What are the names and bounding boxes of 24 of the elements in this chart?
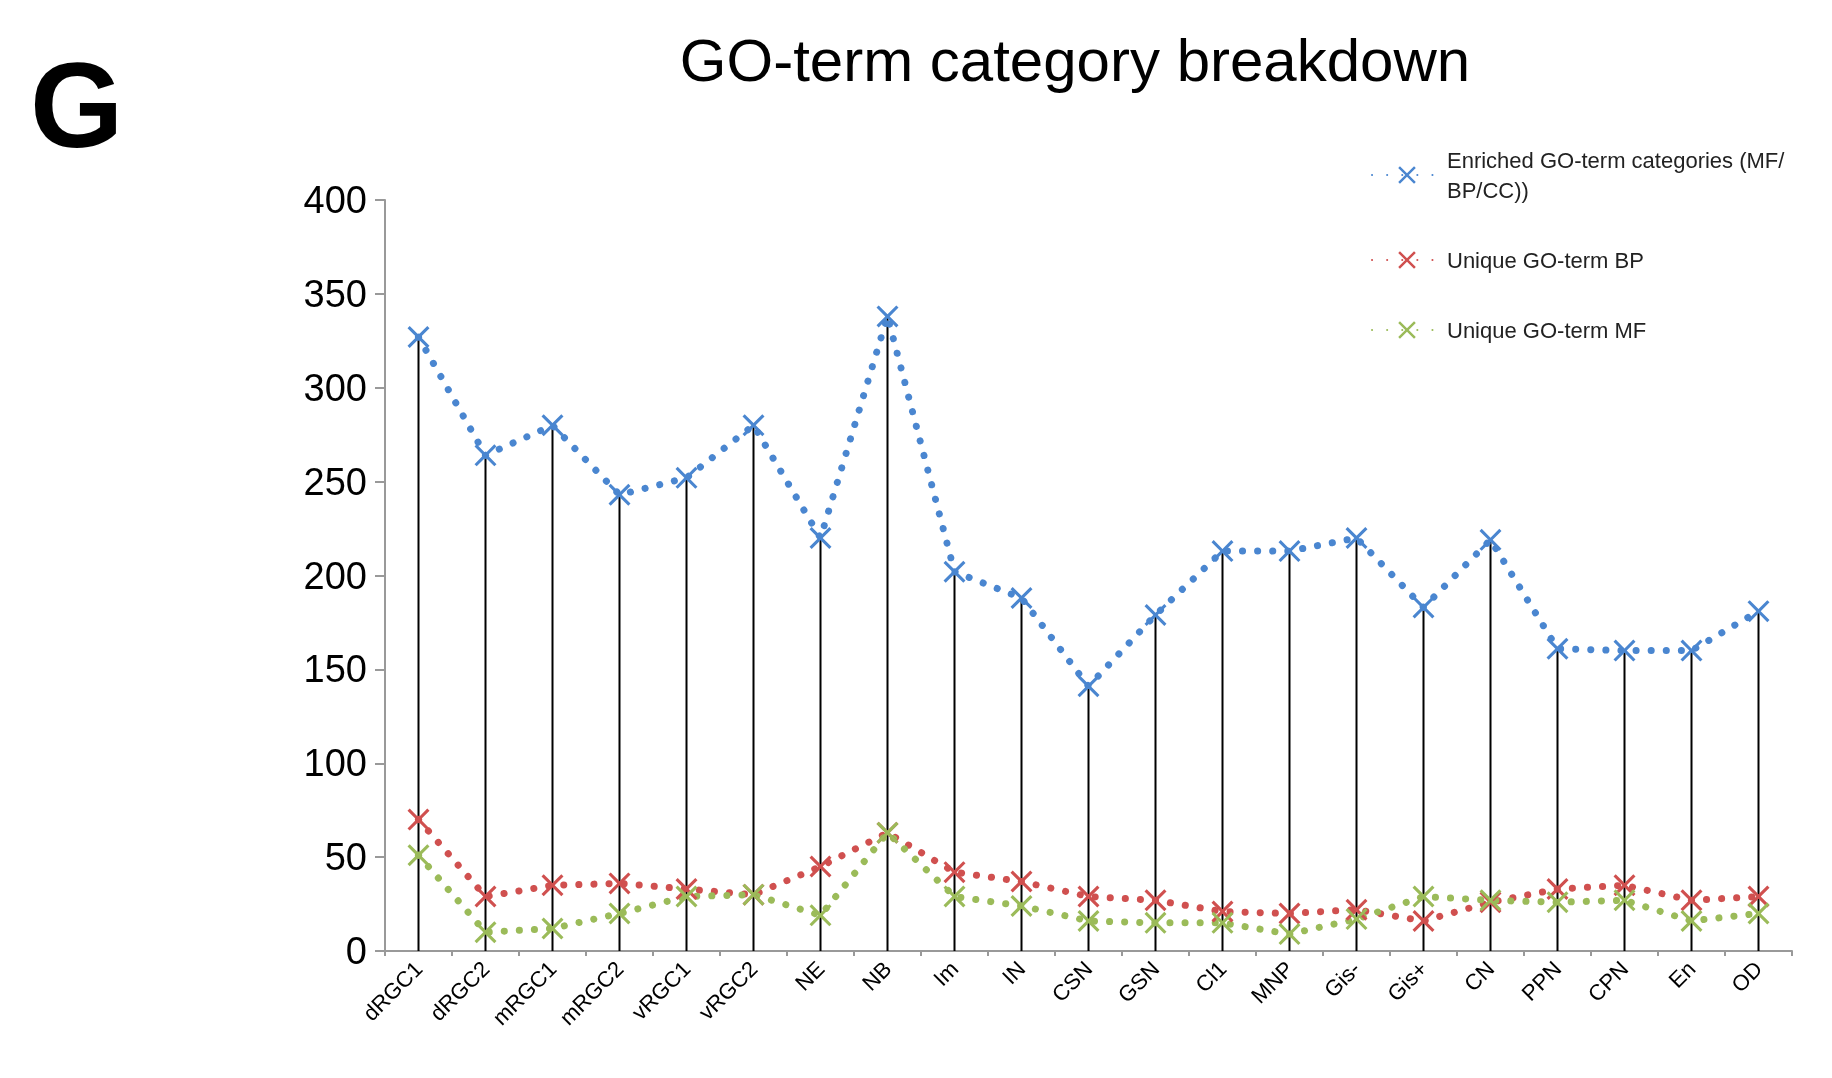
y-tick-label: 250: [303, 460, 367, 503]
legend-label: Enriched GO-term categories (MF/BP/CC)): [1447, 147, 1786, 203]
legend-label: Unique GO-term BP: [1447, 247, 1644, 273]
y-tick-label: 0: [345, 930, 367, 972]
x-tick-label: OD: [1726, 956, 1768, 998]
y-tick-label: 350: [303, 272, 367, 315]
y-tick-label: 150: [303, 648, 367, 691]
x-tick-label: Im: [928, 956, 964, 992]
x-tick-label: Gis-: [1319, 956, 1366, 1003]
y-tick-label: 400: [303, 179, 367, 221]
x-tick-label: Cl1: [1190, 956, 1232, 998]
x-tick-label: CN: [1459, 956, 1500, 997]
y-tick-label: 200: [303, 554, 367, 597]
y-tick-label: 300: [303, 366, 367, 409]
chart-title: GO-term category breakdown: [679, 26, 1471, 94]
y-tick-label: 50: [324, 836, 367, 879]
x-tick-label: NE: [790, 956, 830, 996]
x-tick-label: Gis+: [1382, 956, 1433, 1007]
x-tick-label: En: [1663, 956, 1701, 993]
text: G: [30, 38, 124, 172]
y-tick-label: 100: [303, 742, 367, 785]
legend-label: Unique GO-term MF: [1447, 317, 1647, 343]
x-tick-label: NB: [857, 956, 897, 996]
x-tick-label: IN: [997, 956, 1031, 990]
